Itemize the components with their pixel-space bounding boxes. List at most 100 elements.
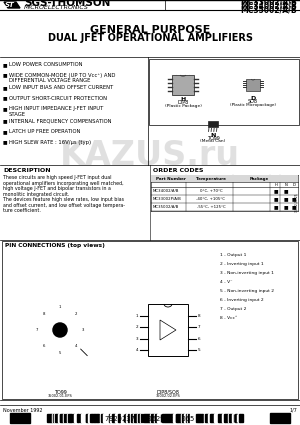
Bar	[229, 414, 230, 422]
Bar	[223, 414, 224, 422]
Polygon shape	[160, 320, 176, 340]
Circle shape	[56, 303, 64, 312]
Bar	[101, 414, 103, 422]
Bar	[177, 414, 178, 422]
Bar	[159, 414, 160, 422]
Bar	[171, 414, 172, 422]
Text: 1: 1	[136, 314, 138, 317]
Bar	[146, 414, 147, 422]
Polygon shape	[4, 2, 20, 8]
Bar	[192, 414, 194, 422]
Bar	[94, 414, 95, 422]
Text: ■: ■	[274, 204, 278, 210]
Text: INTERNAL FREQUENCY COMPENSATION: INTERNAL FREQUENCY COMPENSATION	[9, 119, 112, 124]
Text: SGS-THOMSON: SGS-THOMSON	[24, 0, 110, 8]
Bar	[161, 414, 162, 422]
Bar	[97, 414, 98, 422]
Text: 35002-02.EPS: 35002-02.EPS	[156, 394, 180, 398]
Text: 1/7: 1/7	[289, 408, 297, 413]
Text: These circuits are high speed J-FET input dual: These circuits are high speed J-FET inpu…	[3, 175, 112, 180]
Text: N: N	[285, 182, 287, 187]
Text: H: H	[180, 96, 186, 102]
Bar	[228, 414, 229, 422]
Bar	[194, 414, 196, 422]
Text: 1: 1	[59, 305, 61, 309]
Bar	[86, 414, 88, 422]
Text: 2: 2	[135, 325, 138, 329]
Text: 3 - Non-inverting input 1: 3 - Non-inverting input 1	[220, 271, 274, 275]
Bar	[151, 175, 298, 182]
Bar	[241, 414, 243, 422]
Text: high voltage J-FET and bipolar transistors in a: high voltage J-FET and bipolar transisto…	[3, 186, 111, 191]
Bar	[182, 414, 184, 422]
Bar	[10, 413, 30, 423]
Bar	[141, 414, 142, 422]
Text: OUTPUT SHORT-CIRCUIT PROTECTION: OUTPUT SHORT-CIRCUIT PROTECTION	[9, 96, 107, 100]
Bar	[63, 414, 64, 422]
Text: ■: ■	[284, 204, 288, 210]
Bar	[188, 414, 190, 422]
Text: 7: 7	[198, 325, 201, 329]
Bar	[151, 414, 154, 422]
Text: -55°C, +125°C: -55°C, +125°C	[196, 205, 225, 209]
Bar	[2, 241, 298, 399]
Bar	[168, 414, 169, 422]
Bar	[200, 414, 202, 422]
Bar	[0, 0, 300, 10]
Bar	[108, 414, 109, 422]
Text: MC33002P/A/B: MC33002P/A/B	[153, 197, 182, 201]
Text: DUAL JFET OPERATIONAL AMPLIFIERS: DUAL JFET OPERATIONAL AMPLIFIERS	[47, 32, 253, 42]
Text: LOW POWER CONSUMPTION: LOW POWER CONSUMPTION	[9, 62, 82, 67]
Text: MC35002/A/B: MC35002/A/B	[240, 6, 297, 14]
Bar	[246, 79, 260, 91]
Bar	[169, 414, 171, 422]
Text: D: D	[292, 182, 296, 187]
Bar	[239, 414, 240, 422]
Text: 4: 4	[75, 344, 77, 348]
Bar	[149, 59, 299, 125]
Bar	[46, 414, 47, 422]
Bar	[127, 414, 128, 422]
Bar	[172, 414, 173, 422]
Text: The devices feature high slew rates, low input bias: The devices feature high slew rates, low…	[3, 197, 124, 202]
Text: MC33002/A/B: MC33002/A/B	[240, 0, 297, 6]
Text: ORDER CODES: ORDER CODES	[153, 168, 203, 173]
Bar	[116, 414, 118, 422]
Text: ■: ■	[274, 196, 278, 201]
Bar	[80, 414, 81, 422]
Bar	[121, 414, 122, 422]
Bar	[224, 414, 225, 422]
Bar	[140, 414, 141, 422]
Text: ■: ■	[3, 96, 8, 100]
Text: D: D	[250, 96, 256, 100]
Bar	[124, 414, 126, 422]
Bar	[66, 414, 67, 422]
Text: 6 - Inverting input 2: 6 - Inverting input 2	[220, 298, 264, 302]
Bar	[137, 414, 138, 422]
Text: KAZUS.ru: KAZUS.ru	[60, 139, 240, 172]
Text: DIFFERENTIAL VOLTAGE RANGE: DIFFERENTIAL VOLTAGE RANGE	[9, 78, 90, 83]
Bar	[184, 414, 186, 422]
Bar	[205, 414, 206, 422]
Text: LATCH UP FREE OPERATION: LATCH UP FREE OPERATION	[9, 129, 80, 134]
Circle shape	[53, 323, 67, 337]
Bar	[82, 414, 83, 422]
Bar	[75, 414, 76, 422]
Bar	[95, 414, 97, 422]
Bar	[222, 414, 223, 422]
Text: monolitic integrated circuit.: monolitic integrated circuit.	[3, 192, 70, 196]
Text: 7 - Output 2: 7 - Output 2	[220, 307, 246, 311]
Circle shape	[28, 298, 92, 362]
Bar	[98, 414, 99, 422]
Bar	[103, 414, 104, 422]
Bar	[81, 414, 82, 422]
Bar	[202, 414, 203, 422]
Text: (Metal Can): (Metal Can)	[200, 139, 226, 143]
Text: ■: ■	[292, 204, 296, 210]
Text: 5: 5	[198, 348, 201, 352]
Text: 6: 6	[43, 344, 45, 348]
Bar	[196, 414, 198, 422]
Text: ■: ■	[274, 189, 278, 193]
Bar	[55, 414, 56, 422]
Text: DIP8/SO8: DIP8/SO8	[157, 390, 179, 395]
